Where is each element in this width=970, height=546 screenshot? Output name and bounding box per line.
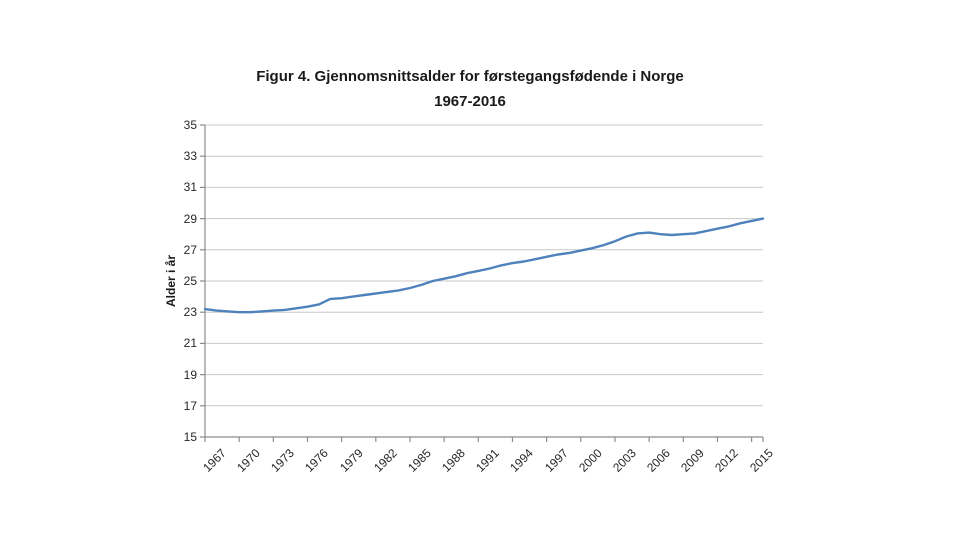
y-axis-tick-label: 25 [183, 274, 197, 288]
y-axis-tick-label: 33 [183, 149, 197, 164]
y-axis-tick-label: 17 [183, 398, 197, 413]
y-axis-tick-label: 31 [183, 180, 197, 195]
y-axis-tick-label: 19 [183, 367, 197, 382]
chart-title-line2: 1967-2016 [434, 93, 506, 110]
y-axis-tick-label: 27 [183, 242, 197, 257]
y-axis-tick-label: 21 [183, 336, 197, 351]
y-axis-tick-label: 23 [183, 305, 197, 320]
y-axis-tick-label: 29 [183, 211, 197, 226]
y-axis-tick-label: 35 [183, 118, 197, 132]
chart-title-line1: Figur 4. Gjennomsnittsalder for førstega… [256, 68, 684, 85]
chart-title: Figur 4. Gjennomsnittsalder for førstega… [0, 64, 940, 114]
y-axis-tick-label: 15 [183, 430, 197, 444]
trend-line [203, 217, 765, 314]
